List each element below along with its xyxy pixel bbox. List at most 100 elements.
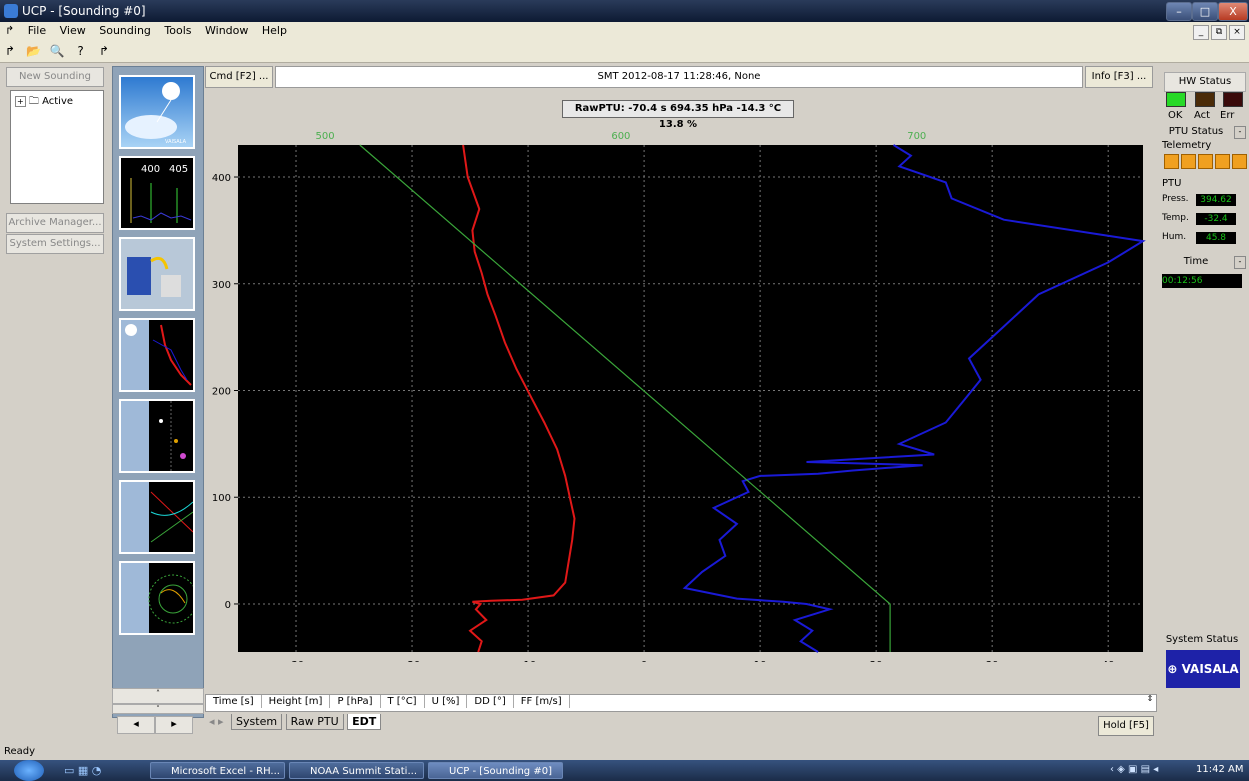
- humidity-series: [682, 144, 1146, 653]
- x-tick-label: -30: [288, 660, 304, 662]
- open-folder-icon[interactable]: 📂: [26, 44, 41, 58]
- cmd-button[interactable]: Cmd [F2] ...: [205, 66, 273, 88]
- hum-label: Hum.: [1162, 232, 1187, 242]
- thumb-scatter[interactable]: [119, 399, 195, 473]
- start-button[interactable]: [14, 760, 44, 781]
- new-sounding-icon[interactable]: ↱: [4, 44, 16, 58]
- menu-icon[interactable]: ↱: [5, 24, 15, 37]
- vaisala-label: VAISALA: [1181, 662, 1239, 676]
- col-wind-direction[interactable]: DD [°]: [467, 695, 514, 708]
- tree-item-active[interactable]: + 🗀 Active: [11, 91, 103, 114]
- tab-system[interactable]: System: [231, 714, 283, 730]
- hum-value: 45.8: [1196, 232, 1236, 244]
- sounding-graph-icon: [121, 320, 192, 390]
- telemetry-bar: [1164, 154, 1179, 169]
- time-collapse-button[interactable]: -: [1234, 256, 1246, 269]
- vaisala-icon: ⊕: [1167, 662, 1178, 676]
- system-settings-button[interactable]: System Settings...: [6, 234, 104, 254]
- columns-scroll-icon[interactable]: ⇕: [1146, 694, 1154, 703]
- mdi-close-button[interactable]: ×: [1229, 25, 1245, 40]
- window-title: UCP - [Sounding #0]: [22, 4, 146, 18]
- menu-help[interactable]: Help: [261, 24, 287, 37]
- svg-text:405: 405: [169, 164, 188, 175]
- tab-strip: ◂ ▸ System Raw PTU EDT: [205, 714, 382, 730]
- zoom-icon[interactable]: 🔍: [49, 44, 65, 58]
- help-icon[interactable]: ?: [77, 44, 84, 58]
- hold-button[interactable]: Hold [F5]: [1098, 716, 1154, 736]
- taskbar-ie[interactable]: NOAA Summit Stati...: [289, 762, 424, 779]
- minimize-button[interactable]: –: [1166, 2, 1192, 21]
- svg-text:VAISALA: VAISALA: [165, 139, 187, 145]
- maximize-button[interactable]: □: [1192, 2, 1218, 21]
- tab-nav-icon[interactable]: ◂ ▸: [209, 715, 224, 728]
- tray-icons[interactable]: ‹ ◈ ▣ ▤ ◂: [1110, 764, 1159, 775]
- telemetry-bar: [1181, 154, 1196, 169]
- menu-window[interactable]: Window: [205, 24, 249, 37]
- plot-background: [238, 145, 1143, 652]
- taskbar-excel[interactable]: Microsoft Excel - RH...: [150, 762, 285, 779]
- tab-edt[interactable]: EDT: [347, 714, 382, 730]
- y-tick-label: 200: [212, 386, 231, 397]
- col-height[interactable]: Height [m]: [262, 695, 331, 708]
- thumb-scroll-down[interactable]: ˅: [112, 704, 204, 714]
- title-bar: UCP - [Sounding #0] – □ X: [0, 0, 1249, 22]
- telemetry-bar: [1232, 154, 1247, 169]
- act-led: [1194, 92, 1215, 107]
- hw-label-err: Err: [1220, 110, 1235, 121]
- y-tick-label: 300: [212, 280, 231, 291]
- y-tick-label: 0: [225, 600, 231, 611]
- expand-icon[interactable]: +: [15, 96, 26, 107]
- thumb-balloon[interactable]: VAISALA: [119, 75, 195, 149]
- vaisala-logo: ⊕ VAISALA: [1166, 650, 1240, 688]
- ptu-label: PTU: [1162, 178, 1182, 189]
- archive-manager-button[interactable]: Archive Manager...: [6, 213, 104, 233]
- mdi-restore-button[interactable]: ⧉: [1211, 25, 1227, 40]
- right-panel: HW Status OK Act Err PTU Status - Teleme…: [1158, 66, 1247, 744]
- col-wind-speed[interactable]: FF [m/s]: [514, 695, 570, 708]
- menu-sounding[interactable]: Sounding: [99, 24, 151, 37]
- status-bar: Ready: [0, 744, 1249, 760]
- thumb-skewt[interactable]: [119, 480, 195, 554]
- taskbar-ucp[interactable]: UCP - [Sounding #0]: [428, 762, 563, 779]
- err-led: [1223, 92, 1243, 107]
- ptu-collapse-button[interactable]: -: [1234, 126, 1246, 139]
- thumb-ground-check[interactable]: [119, 237, 195, 311]
- x-tick-label: 40: [1102, 660, 1115, 662]
- context-help-icon[interactable]: ↱: [98, 44, 110, 58]
- menu-file[interactable]: File: [27, 24, 47, 37]
- info-button[interactable]: Info [F3] ...: [1085, 66, 1153, 88]
- hw-label-ok: OK: [1168, 110, 1183, 121]
- top-tick-label: 700: [907, 131, 926, 142]
- tab-raw-ptu[interactable]: Raw PTU: [285, 714, 344, 730]
- col-temperature[interactable]: T [°C]: [381, 695, 425, 708]
- edt-chart: 500600700-30-20-100102030400100200300400…: [212, 131, 1146, 662]
- app-icon: [4, 4, 18, 18]
- nav-next-button[interactable]: ▸: [155, 716, 193, 734]
- taskbar: ▭ ▦ ◔ Microsoft Excel - RH... NOAA Summi…: [0, 760, 1249, 781]
- menu-tools[interactable]: Tools: [164, 24, 192, 37]
- menu-bar: ↱ File View Sounding Tools Window Help: [0, 22, 1249, 40]
- col-time[interactable]: Time [s]: [206, 695, 262, 708]
- close-button[interactable]: X: [1218, 2, 1248, 21]
- temperature-series: [462, 144, 576, 653]
- telemetry-bar: [1198, 154, 1213, 169]
- new-sounding-button[interactable]: New Sounding: [6, 67, 104, 87]
- menu-view[interactable]: View: [59, 24, 86, 37]
- thumb-wind-polar[interactable]: [119, 561, 195, 635]
- system-status-header: System Status: [1165, 634, 1239, 645]
- mdi-minimize-button[interactable]: _: [1193, 25, 1209, 40]
- quick-launch-icons[interactable]: ▭ ▦ ◔: [64, 764, 102, 777]
- data-columns: Time [s] Height [m] P [hPa] T [°C] U [%] DD […: [205, 694, 1157, 712]
- temp-label: Temp.: [1162, 213, 1189, 223]
- thumb-spectrum[interactable]: 400 405: [119, 156, 195, 230]
- balloon-icon: VAISALA: [125, 82, 187, 145]
- col-humidity[interactable]: U [%]: [425, 695, 468, 708]
- temp-value: -32.4: [1196, 213, 1236, 225]
- time-value: 00:12:56: [1162, 274, 1242, 288]
- nav-prev-button[interactable]: ◂: [117, 716, 155, 734]
- col-pressure[interactable]: P [hPa]: [330, 695, 381, 708]
- command-bar: Cmd [F2] ... SMT 2012-08-17 11:28:46, No…: [205, 66, 1155, 88]
- time-header: Time: [1183, 256, 1209, 267]
- thumb-scroll-up[interactable]: ˄: [112, 688, 204, 704]
- thumb-sounding-graph[interactable]: [119, 318, 195, 392]
